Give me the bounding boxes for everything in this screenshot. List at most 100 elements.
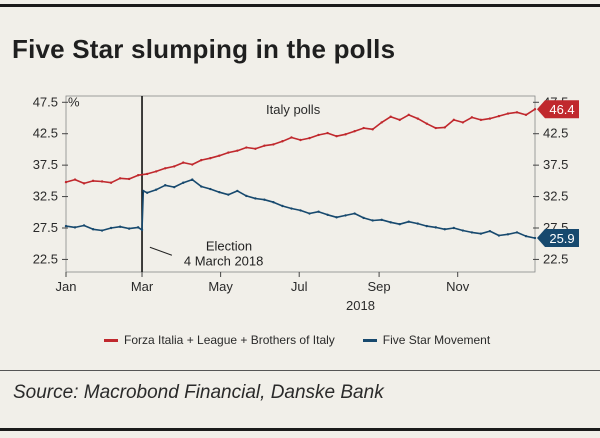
series-0-point (127, 177, 131, 181)
series-0-point (218, 154, 221, 157)
x-tick-label: Jan (56, 279, 77, 294)
chart-title: Italy polls (266, 102, 321, 117)
series-1-point (209, 187, 212, 191)
x-tick-label: Mar (131, 279, 154, 294)
series-0-point (416, 117, 419, 120)
series-0-point (154, 170, 158, 173)
series-0-point (281, 140, 284, 143)
series-0-point (317, 133, 320, 137)
series-1-point (434, 226, 437, 229)
series-0-point (398, 118, 401, 122)
series-0-point (299, 138, 302, 142)
series-1-point (425, 224, 428, 228)
series-1-point (64, 224, 68, 228)
series-1-point (281, 204, 284, 208)
series-1-point (497, 234, 501, 237)
series-1-point (524, 234, 528, 238)
series-1-point (461, 229, 465, 232)
y-tick-label-right: 42.5 (543, 126, 568, 141)
legend-item-centre-right: Forza Italia + League + Brothers of Ital… (104, 333, 335, 347)
series-0-point (506, 112, 510, 115)
series-1-point (254, 197, 257, 200)
series-0-point (64, 180, 68, 184)
series-1-point (479, 232, 483, 235)
y-tick-label-right: 22.5 (543, 251, 568, 266)
series-0-point (191, 163, 194, 166)
series-1-point (398, 223, 401, 226)
series-1-point (227, 193, 230, 196)
series-1-point (100, 229, 104, 232)
annotation-line-1: Election (206, 238, 252, 253)
series-0-point (443, 126, 447, 129)
series-1-point (416, 222, 419, 225)
series-1-point (154, 188, 158, 191)
series-0-point (326, 131, 329, 135)
series-1-point (118, 225, 122, 228)
series-1-point (73, 226, 77, 229)
series-end-label-1: 25.9 (549, 231, 574, 246)
series-0-point (182, 161, 185, 164)
series-0-point (497, 114, 501, 118)
series-1-point (140, 228, 144, 232)
legend: Forza Italia + League + Brothers of Ital… (104, 333, 490, 347)
x-tick-label: Sep (368, 279, 391, 294)
x-year-label: 2018 (346, 298, 375, 313)
series-0-point (145, 172, 149, 176)
series-0-point (461, 121, 465, 124)
series-1-point (182, 181, 185, 184)
series-0-point (479, 118, 483, 122)
series-1-point (200, 185, 203, 188)
series-end-label-0: 46.4 (549, 102, 574, 117)
series-1-point (407, 220, 410, 223)
series-1-point (164, 184, 167, 187)
series-0-point (245, 146, 248, 149)
source-divider (0, 370, 600, 371)
series-1-point (145, 191, 149, 194)
x-tick-label: May (208, 279, 233, 294)
series-0-point (173, 165, 176, 168)
series-0-point (91, 179, 95, 183)
top-rule (0, 4, 600, 7)
series-1-point (299, 209, 302, 212)
series-1-point (371, 219, 374, 222)
y-tick-label-left: 37.5 (33, 157, 58, 172)
plot-area-frame (65, 95, 536, 273)
series-1-point (290, 207, 293, 210)
bottom-rule (0, 428, 600, 431)
series-1-point (506, 233, 510, 236)
series-0-point (236, 149, 239, 152)
series-1-point (136, 226, 140, 229)
series-0-point (371, 128, 374, 131)
series-1-point (488, 229, 492, 233)
legend-label-centre-right: Forza Italia + League + Brothers of Ital… (124, 333, 335, 347)
x-tick-label: Jul (291, 279, 308, 294)
series-0-point (470, 116, 474, 119)
series-1-point (533, 236, 537, 240)
series-0-point (272, 143, 275, 146)
series-1-point (109, 226, 113, 230)
series-0-point (109, 181, 113, 184)
series-0-point (290, 136, 293, 139)
x-tick-label: Nov (446, 279, 470, 294)
series-0-point (227, 151, 230, 154)
y-tick-label-left: 27.5 (33, 220, 58, 235)
series-line-0 (65, 108, 536, 185)
y-tick-label-left: 32.5 (33, 189, 58, 204)
y-tick-label-right: 32.5 (543, 189, 568, 204)
series-0-point (164, 167, 167, 170)
source-note: Source: Macrobond Financial, Danske Bank (13, 382, 384, 403)
series-1-point (236, 189, 239, 193)
series-1-point (335, 216, 338, 219)
series-1-point (127, 227, 131, 230)
annotation-line-2: 4 March 2018 (184, 253, 264, 268)
series-1-point (263, 198, 266, 201)
series-1-point (317, 210, 320, 213)
series-1-point (91, 228, 95, 231)
y-unit-label: % (68, 94, 80, 109)
series-1-point (326, 213, 329, 216)
series-0-point (335, 135, 338, 138)
series-0-point (209, 157, 212, 160)
series-0-point (524, 113, 528, 117)
series-0-point (100, 180, 104, 183)
